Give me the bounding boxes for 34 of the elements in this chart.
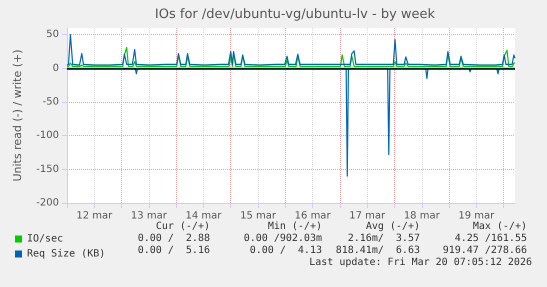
text: 0.00 / 5.16 (138, 245, 210, 256)
line-series (66, 34, 516, 66)
x-tick-label: 13 mar (130, 210, 168, 222)
y-tick-label: -50 (42, 96, 59, 108)
text: Min (-/+) (268, 221, 322, 232)
y-axis-title: Units read (-) / write (+) (11, 49, 24, 182)
y-tick-label: 50 (46, 29, 59, 40)
y-tick-label: -150 (36, 164, 59, 175)
text: Avg (-/+) (366, 221, 420, 232)
x-tick-label: 16 mar (294, 210, 332, 222)
x-tick-label: 15 mar (240, 210, 277, 222)
chart-title: IOs for /dev/ubuntu-vg/ubuntu-lv - by week (154, 7, 436, 22)
text: 818.41m/ 6.63 (336, 245, 420, 256)
y-tick-label: -100 (36, 130, 59, 142)
x-tick-label: 17 mar (349, 210, 386, 222)
text: Last update: Fri Mar 20 07:05:12 2026 (309, 257, 532, 268)
text: 0.00 /902.03m (244, 233, 322, 244)
text: 0.00 / 2.88 (138, 233, 210, 244)
text: 4.25 /161.55 (454, 233, 527, 244)
line-series (66, 68, 516, 177)
line-series (66, 46, 516, 67)
x-tick-label: 19 mar (458, 210, 496, 222)
y-tick-label: 0 (52, 62, 59, 74)
text: Cur (-/+) (156, 221, 210, 232)
legend-label: Req Size (KB) (27, 248, 106, 260)
x-tick-label: 12 mar (76, 210, 114, 222)
y-tick-label: -200 (36, 198, 59, 208)
x-tick-label: 18 mar (404, 210, 441, 222)
legend-label: IO/sec (27, 234, 64, 244)
text: Max (-/+) (472, 221, 527, 232)
text: 0.00 / 4.13 (250, 245, 322, 256)
text: 919.47 /278.66 (442, 245, 527, 256)
text: 2.16m/ 3.57 (348, 233, 420, 244)
x-tick-label: 14 mar (186, 210, 222, 222)
